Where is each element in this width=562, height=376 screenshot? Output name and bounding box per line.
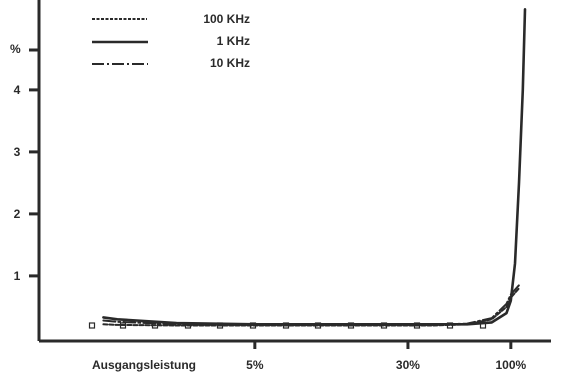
legend-label-10khz: 10 KHz bbox=[210, 56, 250, 70]
legend-item-100khz: 100 KHz bbox=[92, 12, 250, 26]
y-tick-label-1: 1 bbox=[14, 269, 21, 283]
y-tick-label-4: 4 bbox=[14, 83, 21, 97]
series-line-1-khz bbox=[102, 8, 527, 326]
legend-label-1khz: 1 KHz bbox=[217, 34, 250, 48]
x-ticks: 5% 30% 100% bbox=[246, 341, 527, 372]
x-tick-label-100: 100% bbox=[495, 358, 526, 372]
x-tick-label-5: 5% bbox=[246, 358, 264, 372]
y-ticks: 1 2 3 4 bbox=[14, 83, 39, 283]
y-axis-unit-label: % bbox=[10, 42, 21, 56]
legend-item-1khz: 1 KHz bbox=[92, 34, 250, 48]
x-tick-label-30: 30% bbox=[396, 358, 420, 372]
series-lines bbox=[102, 8, 527, 327]
legend-item-10khz: 10 KHz bbox=[92, 56, 250, 70]
baseline-marker bbox=[88, 322, 96, 329]
plot-area bbox=[88, 8, 527, 329]
legend-label-100khz: 100 KHz bbox=[203, 12, 250, 26]
legend: 100 KHz 1 KHz 10 KHz bbox=[92, 12, 250, 70]
axes bbox=[37, 0, 551, 343]
y-tick-label-3: 3 bbox=[14, 145, 21, 159]
y-tick-label-2: 2 bbox=[14, 207, 21, 221]
series-line-10-khz bbox=[102, 284, 520, 326]
x-axis-label: Ausgangsleistung bbox=[92, 358, 196, 372]
series-line-100-khz bbox=[102, 287, 520, 327]
